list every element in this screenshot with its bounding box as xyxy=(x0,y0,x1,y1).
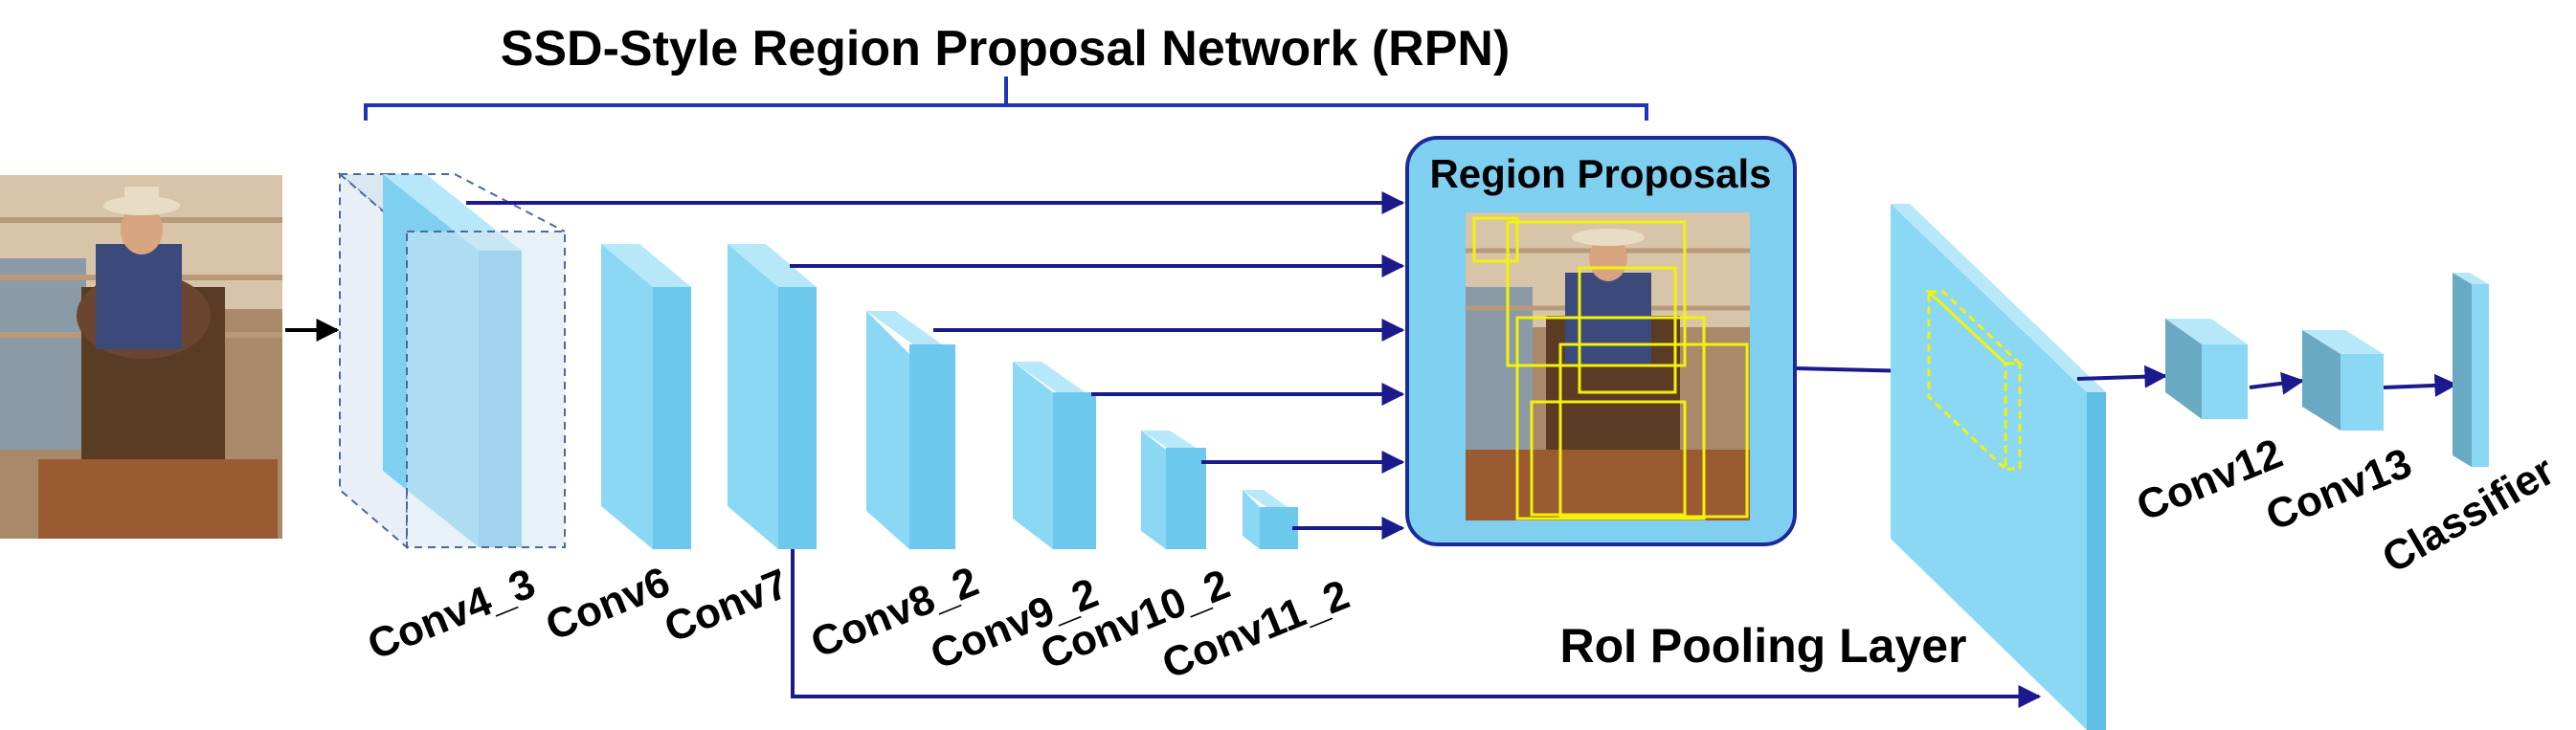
conv13-block xyxy=(2302,330,2384,431)
conv9_2-block xyxy=(1013,362,1096,549)
label-conv6: Conv6 xyxy=(539,558,676,650)
proposal-boxes xyxy=(1472,216,1749,520)
roi-pooling-label: RoI Pooling Layer xyxy=(1559,619,1966,673)
roi-pooling-block xyxy=(1891,204,2106,730)
conv7-block xyxy=(728,244,817,549)
label-conv4_3: Conv4_3 xyxy=(361,560,541,669)
label-conv12: Conv12 xyxy=(2130,430,2289,530)
classifier-block xyxy=(2453,273,2489,467)
conv8_2-block xyxy=(866,311,955,549)
conv12-block xyxy=(2165,319,2248,419)
conv10_2-block xyxy=(1141,431,1206,549)
roi-region xyxy=(1925,288,2024,473)
rpn-bracket xyxy=(364,77,1648,121)
arrow-conv12-to-conv13 xyxy=(2249,371,2305,395)
title: SSD-Style Region Proposal Network (RPN) xyxy=(501,21,1511,77)
arrow-conv13-to-classifier xyxy=(2383,373,2458,397)
region-proposals-label: Region Proposals xyxy=(1429,151,1771,196)
conv11_2-block xyxy=(1243,490,1298,549)
conv6-block xyxy=(601,244,691,549)
input-photo-icon xyxy=(0,175,282,539)
conv4_3-block xyxy=(337,171,566,550)
arrow-roi-to-conv12 xyxy=(2076,365,2168,388)
arrow-conv7-to-roi xyxy=(791,549,2042,708)
label-conv7: Conv7 xyxy=(658,560,795,652)
label-conv13: Conv13 xyxy=(2259,439,2418,540)
